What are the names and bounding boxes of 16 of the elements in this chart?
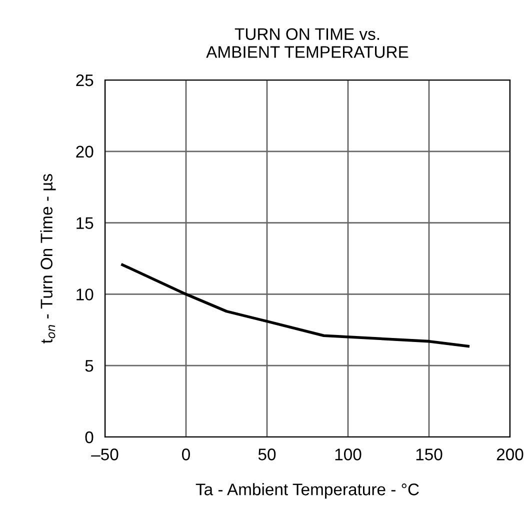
x-tick-label: 100 <box>335 448 362 460</box>
y-axis-title: t$_{on}$ - Turn On Time - µs <box>40 174 56 344</box>
x-axis-title: Ta - Ambient Temperature - °C <box>196 483 419 499</box>
y-tick-label: 20 <box>76 146 94 158</box>
y-tick-label: 25 <box>76 74 94 86</box>
y-tick-label: 5 <box>85 360 94 372</box>
x-tick-label: –50 <box>91 448 118 460</box>
x-tick-label: 200 <box>496 448 524 460</box>
y-tick-label: 0 <box>85 431 94 444</box>
x-tick-label: 0 <box>182 448 190 460</box>
y-tick-label: 10 <box>76 288 94 300</box>
x-tick-label: 50 <box>258 448 276 460</box>
x-tick-label: 150 <box>416 448 442 460</box>
chart-title: TURN ON TIME vs. AMBIENT TEMPERATURE <box>206 28 408 58</box>
line-series <box>120 262 471 348</box>
y-tick-label: 15 <box>76 217 94 230</box>
